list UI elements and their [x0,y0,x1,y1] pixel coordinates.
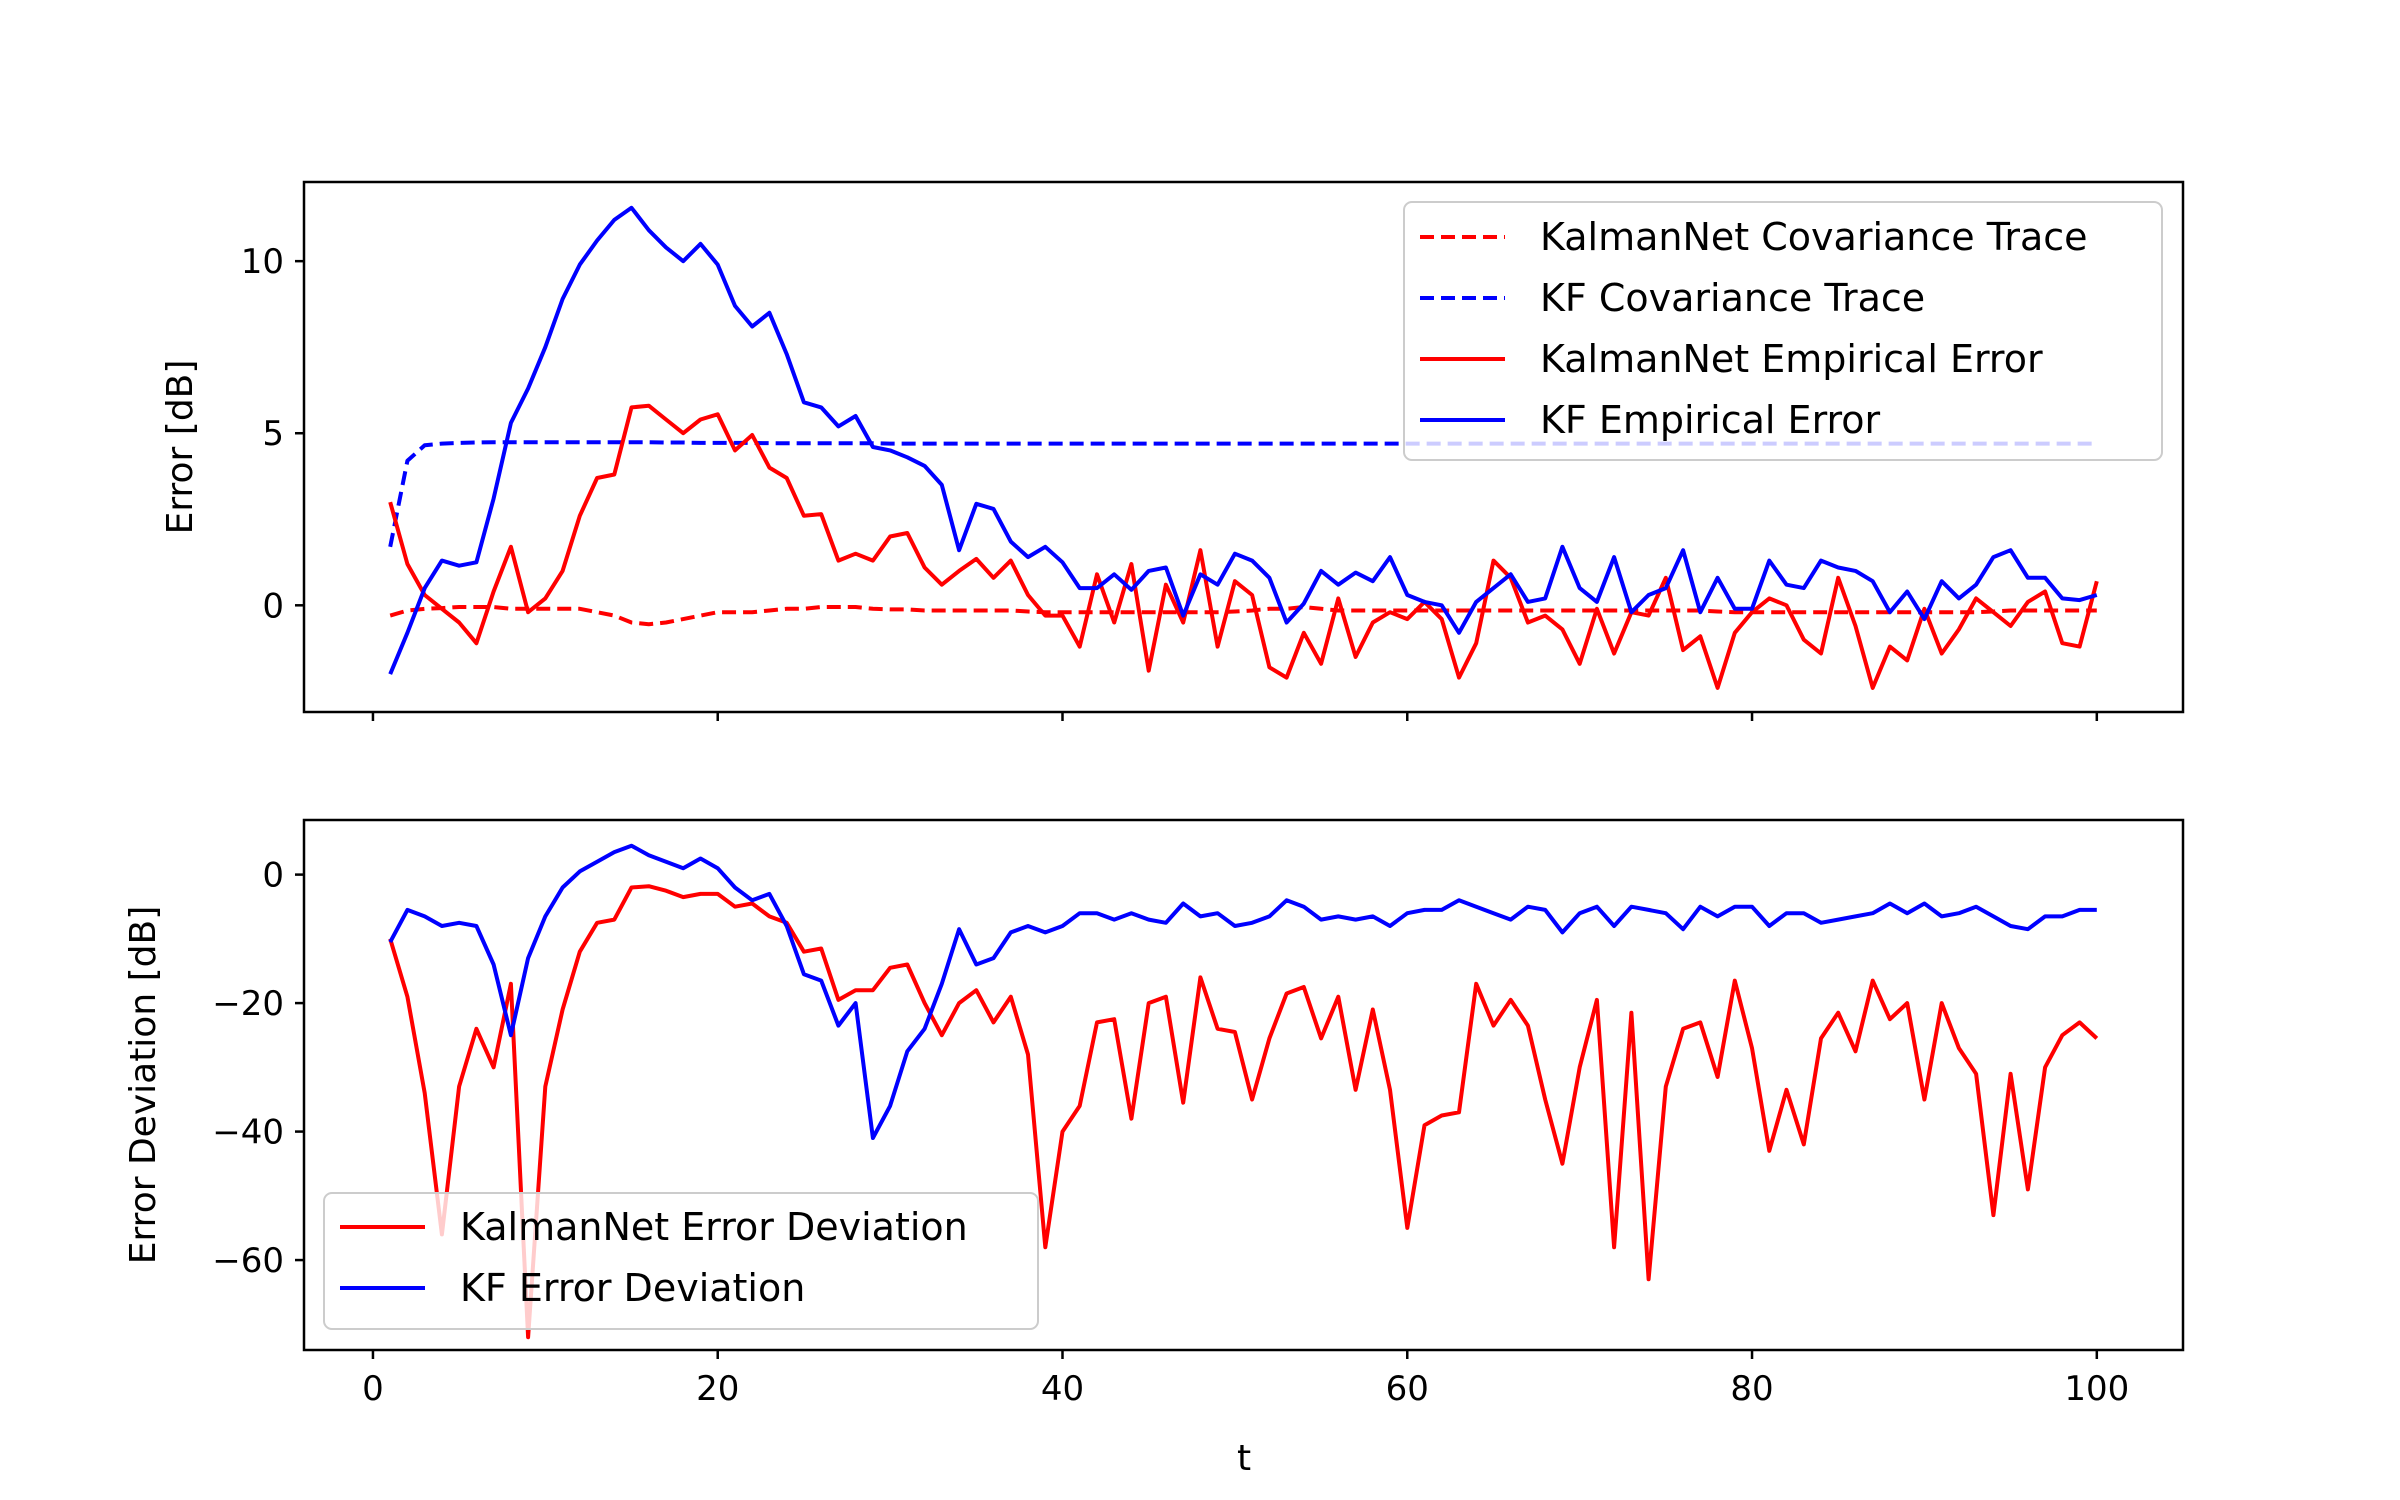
bottom-series-group [388,843,2099,1340]
bottom-y-tick-label: −20 [212,984,284,1024]
top-y-tick-label: 0 [262,586,284,626]
legend-label-kalmannet-covariance-trace: KalmanNet Covariance Trace [1540,215,2088,259]
top-y-axis-label: Error [dB] [160,360,201,535]
bottom-legend: KalmanNet Error Deviation KF Error Devia… [323,1192,1039,1330]
bottom-x-tick-label: 100 [2064,1369,2129,1409]
top-legend-box [1403,201,2163,461]
bottom-y-tick-label: −40 [212,1113,284,1153]
legend-label-kf-empirical-error: KF Empirical Error [1540,398,1881,442]
bottom-x-tick-label: 40 [1041,1369,1084,1409]
legend-label-kalmannet-error-deviation: KalmanNet Error Deviation [460,1205,968,1249]
bottom-x-tick-label: 20 [696,1369,739,1409]
top-plot-frame [302,180,2185,714]
bottom-y-tick-label: −60 [212,1241,284,1281]
series-line-kalmannet-empirical-error [388,403,2099,690]
bottom-legend-box [323,1192,1039,1330]
series-line-kf-empirical-error [388,205,2098,675]
legend-label-kf-error-deviation: KF Error Deviation [460,1266,805,1310]
bottom-y-axis-label: Error Deviation [dB] [123,906,164,1264]
bottom-x-tick-label: 80 [1730,1369,1773,1409]
bottom-panel: 0 20 40 60 80 100 0 −20 −40 −60 Error Deviation … [123,818,2185,1479]
series-line-kalmannet-error-deviation [388,884,2099,1340]
top-y-ticks: 0 5 10 [241,242,304,626]
top-y-tick-label: 5 [262,414,284,454]
series-line-kf-error-deviation [388,843,2097,1140]
bottom-y-tick-label: 0 [262,856,284,896]
bottom-y-ticks: 0 −20 −40 −60 [212,856,304,1281]
series-line-kalmannet-covariance-trace [389,605,2097,627]
legend-label-kf-covariance-trace: KF Covariance Trace [1540,276,1925,320]
bottom-x-axis-label: t [1237,1438,1251,1479]
bottom-x-tick-label: 0 [362,1369,384,1409]
bottom-plot-frame [302,818,2185,1352]
top-legend: KalmanNet Covariance Trace KF Covariance… [1403,201,2163,461]
top-y-tick-label: 10 [241,242,284,282]
top-panel: 0 5 10 Error [dB] KalmanNet Covariance Tra… [160,180,2185,721]
bottom-x-tick-label: 60 [1386,1369,1429,1409]
bottom-x-ticks: 0 20 40 60 80 100 [362,1350,2129,1409]
top-x-ticks [371,712,2099,721]
legend-label-kalmannet-empirical-error: KalmanNet Empirical Error [1540,337,2043,381]
